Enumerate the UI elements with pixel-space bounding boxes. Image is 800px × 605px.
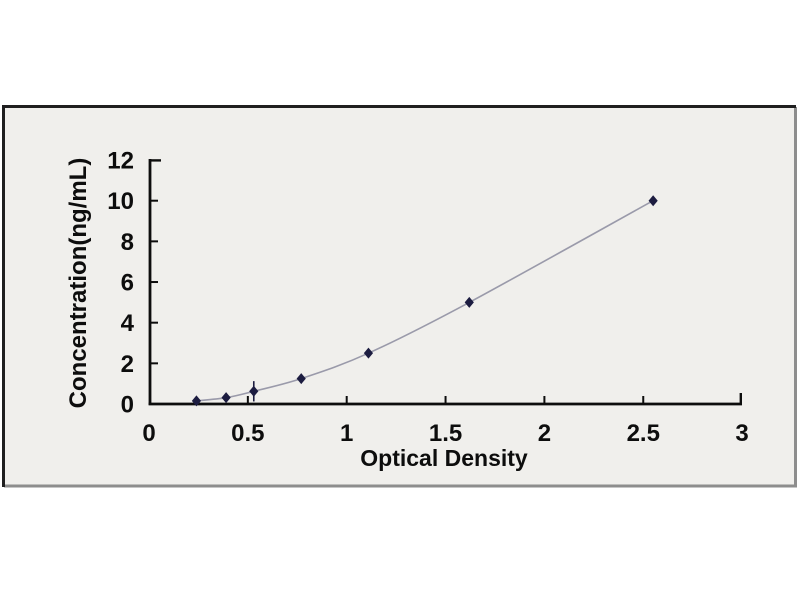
data-point-marker (249, 385, 259, 397)
data-point-marker (648, 195, 658, 207)
y-tick-labels: 0 2 4 6 8 10 12 (107, 148, 134, 419)
y-tick-label: 10 (107, 188, 134, 215)
x-tick-label: 0 (142, 420, 155, 447)
x-tick-label: 2 (538, 420, 551, 447)
y-axis-title: Concentration(ng/mL) (65, 158, 92, 409)
x-tick-label: 3 (735, 420, 748, 447)
x-tick-label: 2.5 (627, 420, 660, 447)
data-point-marker (221, 392, 231, 404)
data-point-marker (191, 395, 202, 407)
x-tick-label: 1 (340, 420, 353, 447)
y-tick-label: 0 (121, 392, 134, 419)
data-point-marker (296, 373, 306, 385)
panel-border-dark (2, 105, 796, 487)
panel-border-light (4, 107, 797, 488)
x-tick-label: 0.5 (231, 420, 264, 447)
x-tick-label: 1.5 (429, 420, 462, 447)
y-tick-label: 6 (121, 270, 134, 297)
axes (148, 159, 742, 406)
data-point-marker (464, 296, 474, 308)
data-point-marker (363, 347, 374, 359)
chart-panel (4, 106, 796, 487)
y-tick-label: 4 (121, 310, 135, 337)
y-tick-label: 12 (107, 148, 134, 175)
y-tick-label: 2 (121, 351, 134, 378)
x-axis-title: Optical Density (360, 445, 528, 471)
y-tick-label: 8 (121, 229, 134, 256)
data-point-markers (191, 195, 658, 407)
x-tick-labels: 0 0.5 1 1.5 2 2.5 3 (142, 420, 748, 447)
